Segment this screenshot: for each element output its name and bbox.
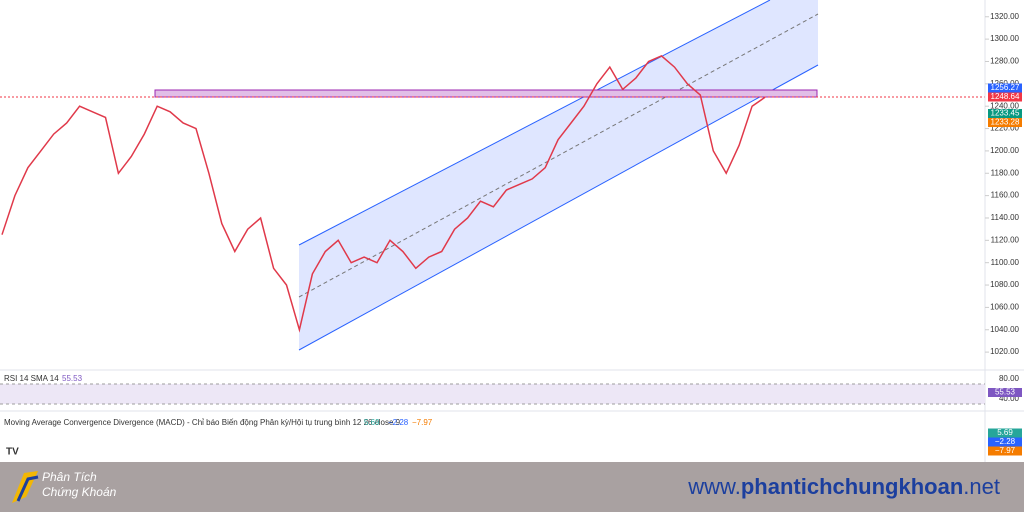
- price-tag-label: 1233.28: [991, 118, 1020, 127]
- y-tick-label: 1180.00: [991, 168, 1020, 177]
- price-tag: [988, 109, 1022, 119]
- resistance-zone: [154, 89, 818, 98]
- macd-tag: [988, 446, 1022, 456]
- y-tick-label: 1060.00: [990, 303, 1019, 312]
- chart: RSI 14 SMA 14 55.53 Moving Average Conve…: [0, 0, 1024, 462]
- macd-tag-label: −7.97: [995, 446, 1016, 455]
- rsi-tick-label: 80.00: [999, 374, 1020, 383]
- rsi-band: [0, 384, 985, 404]
- y-tick-label: 1300.00: [990, 34, 1019, 43]
- rsi-value: 55.53: [62, 374, 83, 383]
- macd-title: Moving Average Convergence Divergence (M…: [4, 418, 401, 427]
- macd-tag: [988, 437, 1022, 447]
- y-tick-label: 1280.00: [990, 57, 1019, 66]
- site-prefix: www.: [688, 474, 741, 499]
- y-tick-label: 1040.00: [990, 325, 1019, 334]
- y-tick-label: 1260.00: [990, 79, 1019, 88]
- rsi-tag: [988, 388, 1022, 397]
- brand: Chứng Khoán: [42, 485, 117, 499]
- footer: Phân Tích Chứng Khoán www.phantichchungk…: [0, 462, 1024, 512]
- price-tag: [988, 92, 1022, 102]
- site-main: phantichchungkhoan: [740, 474, 964, 499]
- price-tag: [988, 83, 1022, 93]
- website: www.phantichchungkhoan.net: [688, 474, 1000, 500]
- y-tick-label: 1020.00: [990, 347, 1019, 356]
- y-tick-label: 1120.00: [991, 235, 1020, 244]
- rsi-tag-label: 55.53: [995, 388, 1016, 397]
- price-tag: [988, 118, 1022, 128]
- y-tick-label: 1140.00: [991, 213, 1020, 222]
- logo: TV: [6, 447, 19, 458]
- y-tick-label: 1320.00: [990, 12, 1019, 21]
- y-tick-label: 1220.00: [990, 124, 1019, 133]
- y-tick-label: 1080.00: [990, 280, 1019, 289]
- y-tick-label: 1200.00: [990, 146, 1019, 155]
- channel-top: [298, 0, 771, 246]
- y-tick-label: 1100.00: [991, 258, 1020, 267]
- price-tag-label: 1248.64: [991, 92, 1020, 101]
- macd-value: −7.97: [412, 418, 433, 427]
- macd-tag: [988, 428, 1022, 438]
- price-line: [1, 55, 766, 333]
- site-suffix: .net: [963, 474, 1000, 499]
- price-tag-label: 1256.27: [991, 83, 1020, 92]
- channel: [299, 0, 818, 350]
- y-tick-label: 1240.00: [990, 101, 1019, 110]
- y-tick-label: 1160.00: [991, 191, 1020, 200]
- rsi-title: RSI 14 SMA 14: [4, 374, 59, 383]
- price-tag-label: 1233.45: [991, 109, 1020, 118]
- rsi-tick-label: 40.00: [999, 394, 1020, 403]
- channel-bottom: [298, 64, 819, 351]
- channel-mid: [298, 13, 819, 298]
- logo-icon: [12, 471, 39, 503]
- macd-value: −2.28: [388, 418, 409, 427]
- brand: Phân Tích: [42, 470, 97, 484]
- macd-tag-label: −2.28: [995, 437, 1016, 446]
- macd-value: 5.69: [364, 418, 380, 427]
- macd-tag-label: 5.69: [997, 428, 1013, 437]
